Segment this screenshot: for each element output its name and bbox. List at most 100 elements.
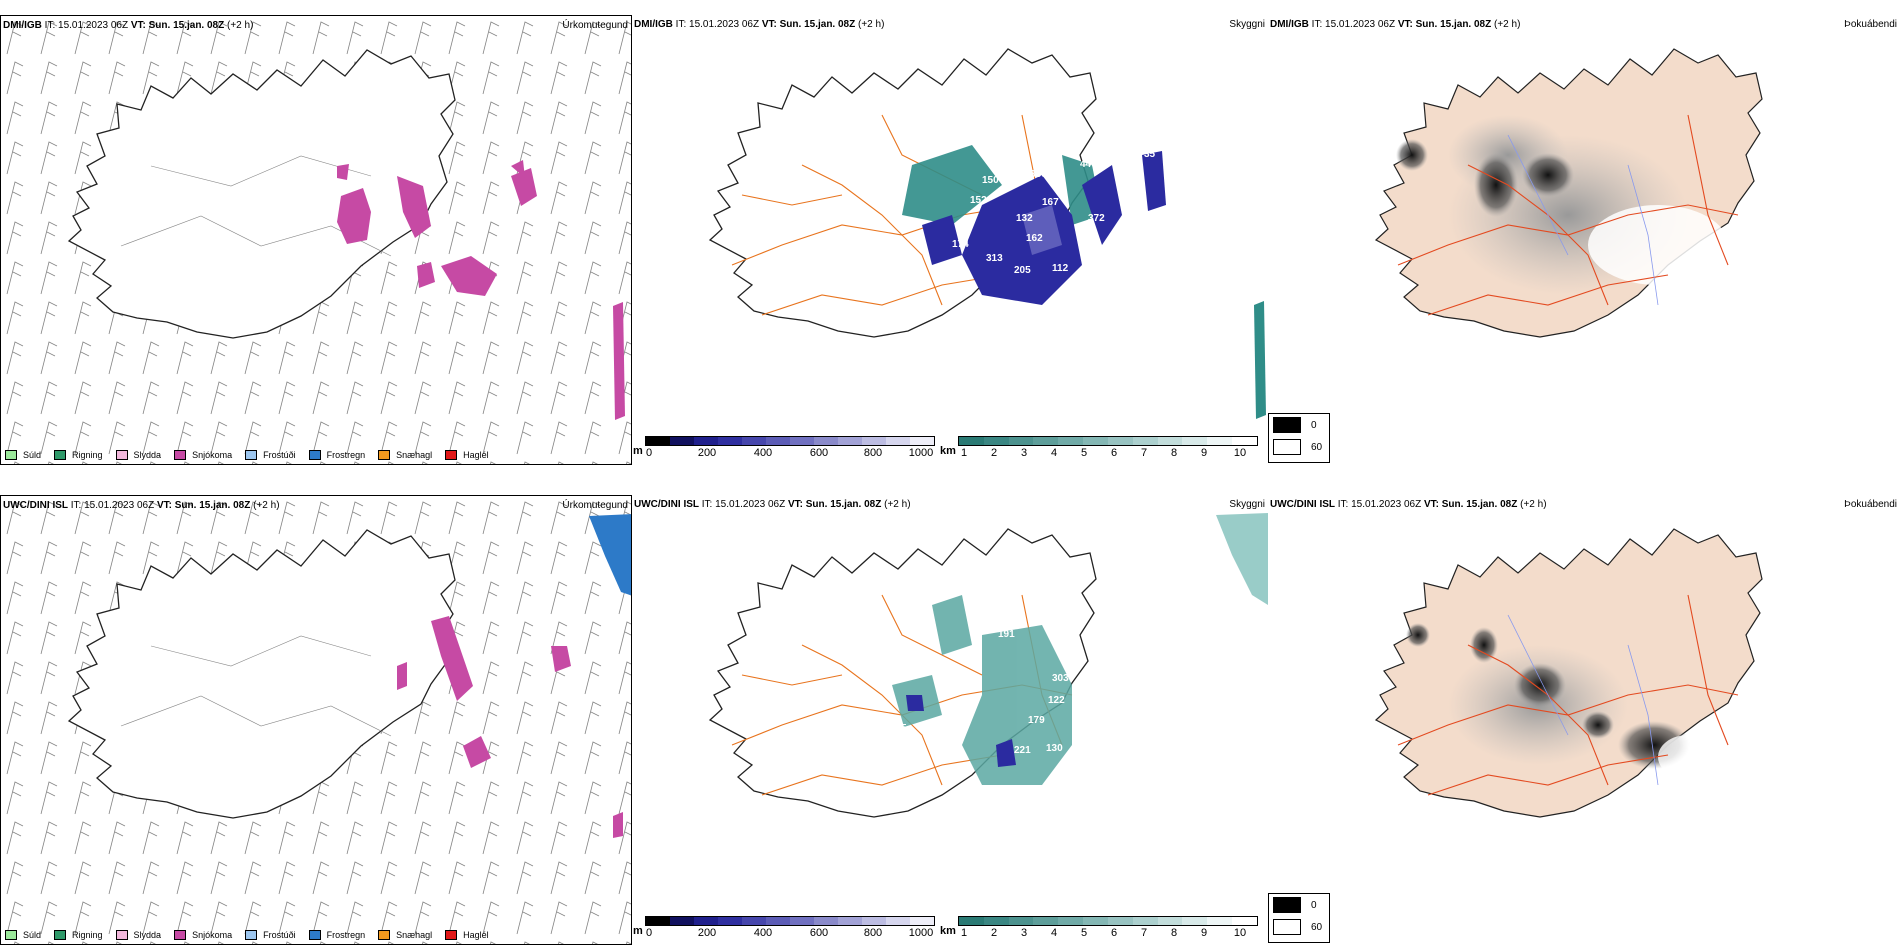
- road-network: [1397, 114, 1739, 316]
- visibility-title-bottom: Skyggni: [1229, 499, 1265, 510]
- visibility-label: 130: [1046, 743, 1063, 754]
- snow-area: [337, 160, 625, 420]
- cbar-tick: 600: [809, 927, 829, 939]
- legend-item: Snæhagl: [378, 930, 432, 940]
- visibility-label: 205: [1014, 265, 1031, 276]
- cbar-tick: 9: [1200, 447, 1208, 459]
- visibility-label: 152: [970, 195, 987, 206]
- visibility-label: 162: [1026, 233, 1043, 244]
- legend-item: Frostúði: [245, 930, 296, 940]
- visibility-label: 174: [952, 239, 969, 250]
- visibility-header-bottom: UWC/DINI ISL IT: 15.01.2023 06Z VT: Sun.…: [634, 499, 911, 510]
- cbar-tick: 400: [753, 927, 773, 939]
- precip-map-top: [1, 16, 631, 464]
- cbar-tick: 7: [1140, 927, 1148, 939]
- precip-panel-top: DMI/IGB IT: 15.01.2023 06Z VT: Sun. 15.j…: [0, 15, 632, 465]
- legend-item: Frostregn: [308, 450, 365, 460]
- legend-item: Frostúði: [245, 450, 296, 460]
- legend-item: Súld: [5, 450, 41, 460]
- precip-legend-top: Súld Rigning Slydda Snjókoma Frostúði Fr…: [5, 450, 502, 460]
- fog-map-top: [1375, 48, 1763, 338]
- visibility-label: 135: [1166, 201, 1183, 212]
- fog-header-top: DMI/IGB IT: 15.01.2023 06Z VT: Sun. 15.j…: [1270, 19, 1521, 30]
- colorbar-m-top: 0 200 400 600 800 1000: [645, 436, 935, 462]
- visibility-label: 126: [1108, 239, 1125, 250]
- visibility-label: 330: [1030, 169, 1047, 180]
- cbar-tick: 0: [645, 447, 653, 459]
- visibility-label: 21: [896, 247, 908, 258]
- cbar-tick: 2: [990, 927, 998, 939]
- cloud-key-top: 0 60: [1268, 413, 1330, 463]
- visibility-label: 372: [1088, 213, 1105, 224]
- cbar-tick: 1000: [908, 927, 934, 939]
- legend-item: Frostregn: [308, 930, 365, 940]
- legend-item: Haglél: [445, 930, 489, 940]
- fog-title-top: Þokuábendi: [1844, 19, 1897, 30]
- fog-title-bottom: Þokuábendi: [1844, 499, 1897, 510]
- visibility-map-bottom: 303 122 202 179 221 130 242 159 463 107 …: [709, 513, 1268, 818]
- precip-title-bottom: Úrkomutegund: [562, 500, 628, 511]
- cbar-tick: 8: [1170, 447, 1178, 459]
- visibility-label: 132: [1016, 213, 1033, 224]
- precip-title-top: Úrkomutegund: [562, 20, 628, 31]
- fog-dense-area: [1396, 139, 1574, 217]
- precip-legend-bottom: Súld Rigning Slydda Snjókoma Frostúði Fr…: [5, 930, 502, 940]
- cbar-tick: 10: [1233, 927, 1247, 939]
- cbar-tick: 600: [809, 447, 829, 459]
- cbar-tick: 800: [863, 927, 883, 939]
- precip-panel-bottom: UWC/DINI ISL IT: 15.01.2023 06Z VT: Sun.…: [0, 495, 632, 945]
- colorbar-km-unit-top: km: [940, 445, 956, 457]
- colorbar-km-bottom: 1 2 3 4 5 6 7 8 9 10: [958, 916, 1258, 942]
- visibility-label: 225: [890, 723, 907, 734]
- visibility-header-top: DMI/IGB IT: 15.01.2023 06Z VT: Sun. 15.j…: [634, 19, 885, 30]
- legend-item: Slydda: [115, 930, 161, 940]
- visibility-label: 167: [1042, 197, 1059, 208]
- cbar-tick: 6: [1110, 927, 1118, 939]
- visibility-label: 242: [1104, 723, 1121, 734]
- visibility-label: 221: [1014, 745, 1031, 756]
- cbar-tick: 5: [1080, 927, 1088, 939]
- visibility-label: 165: [1156, 219, 1173, 230]
- fog-dense-area: [1406, 623, 1690, 769]
- visibility-label: 202: [948, 725, 965, 736]
- colorbar-km-top: 1 2 3 4 5 6 7 8 9 10: [958, 436, 1258, 462]
- cbar-tick: 1: [960, 447, 968, 459]
- visibility-label: 179: [1028, 715, 1045, 726]
- cbar-tick: 10: [1233, 447, 1247, 459]
- visibility-label: 303: [1052, 673, 1069, 684]
- visibility-label: 35: [1144, 149, 1156, 160]
- cbar-tick: 4: [1050, 927, 1058, 939]
- visibility-label: 159: [1114, 743, 1131, 754]
- colorbar-m-unit-bottom: m: [633, 925, 643, 937]
- visibility-label: 150: [982, 175, 999, 186]
- cbar-tick: 200: [697, 927, 717, 939]
- cbar-tick: 3: [1020, 927, 1028, 939]
- visibility-label: 313: [986, 253, 1003, 264]
- fog-panel-top: DMI/IGB IT: 15.01.2023 06Z VT: Sun. 15.j…: [1268, 15, 1900, 465]
- visibility-label: 122: [1048, 695, 1065, 706]
- freezing-rain-area: [589, 514, 631, 596]
- cbar-tick: 800: [863, 447, 883, 459]
- visibility-label: 191: [998, 629, 1015, 640]
- cbar-tick: 400: [753, 447, 773, 459]
- fog-map-bottom: [1375, 528, 1763, 818]
- cbar-tick: 200: [697, 447, 717, 459]
- colorbar-m-bottom: 0 200 400 600 800 1000: [645, 916, 935, 942]
- visibility-label: 112: [1052, 263, 1069, 274]
- colorbar-km-unit-bottom: km: [940, 925, 956, 937]
- cbar-tick: 3: [1020, 447, 1028, 459]
- precip-header-bottom: UWC/DINI ISL IT: 15.01.2023 06Z VT: Sun.…: [3, 500, 280, 511]
- cbar-tick: 2: [990, 447, 998, 459]
- visibility-map-top: 330 150 152 167 440 132 372 162 215 174 …: [709, 48, 1266, 419]
- fog-header-bottom: UWC/DINI ISL IT: 15.01.2023 06Z VT: Sun.…: [1270, 499, 1547, 510]
- visibility-label: 440: [1080, 159, 1097, 170]
- legend-item: Slydda: [115, 450, 161, 460]
- visibility-panel-bottom: 303 122 202 179 221 130 242 159 463 107 …: [632, 495, 1268, 945]
- fog-panel-bottom: UWC/DINI ISL IT: 15.01.2023 06Z VT: Sun.…: [1268, 495, 1900, 945]
- snow-area: [397, 616, 623, 838]
- cbar-tick: 8: [1170, 927, 1178, 939]
- precip-header-top: DMI/IGB IT: 15.01.2023 06Z VT: Sun. 15.j…: [3, 20, 254, 31]
- cbar-tick: 5: [1080, 447, 1088, 459]
- cbar-tick: 9: [1200, 927, 1208, 939]
- legend-item: Rigning: [54, 450, 103, 460]
